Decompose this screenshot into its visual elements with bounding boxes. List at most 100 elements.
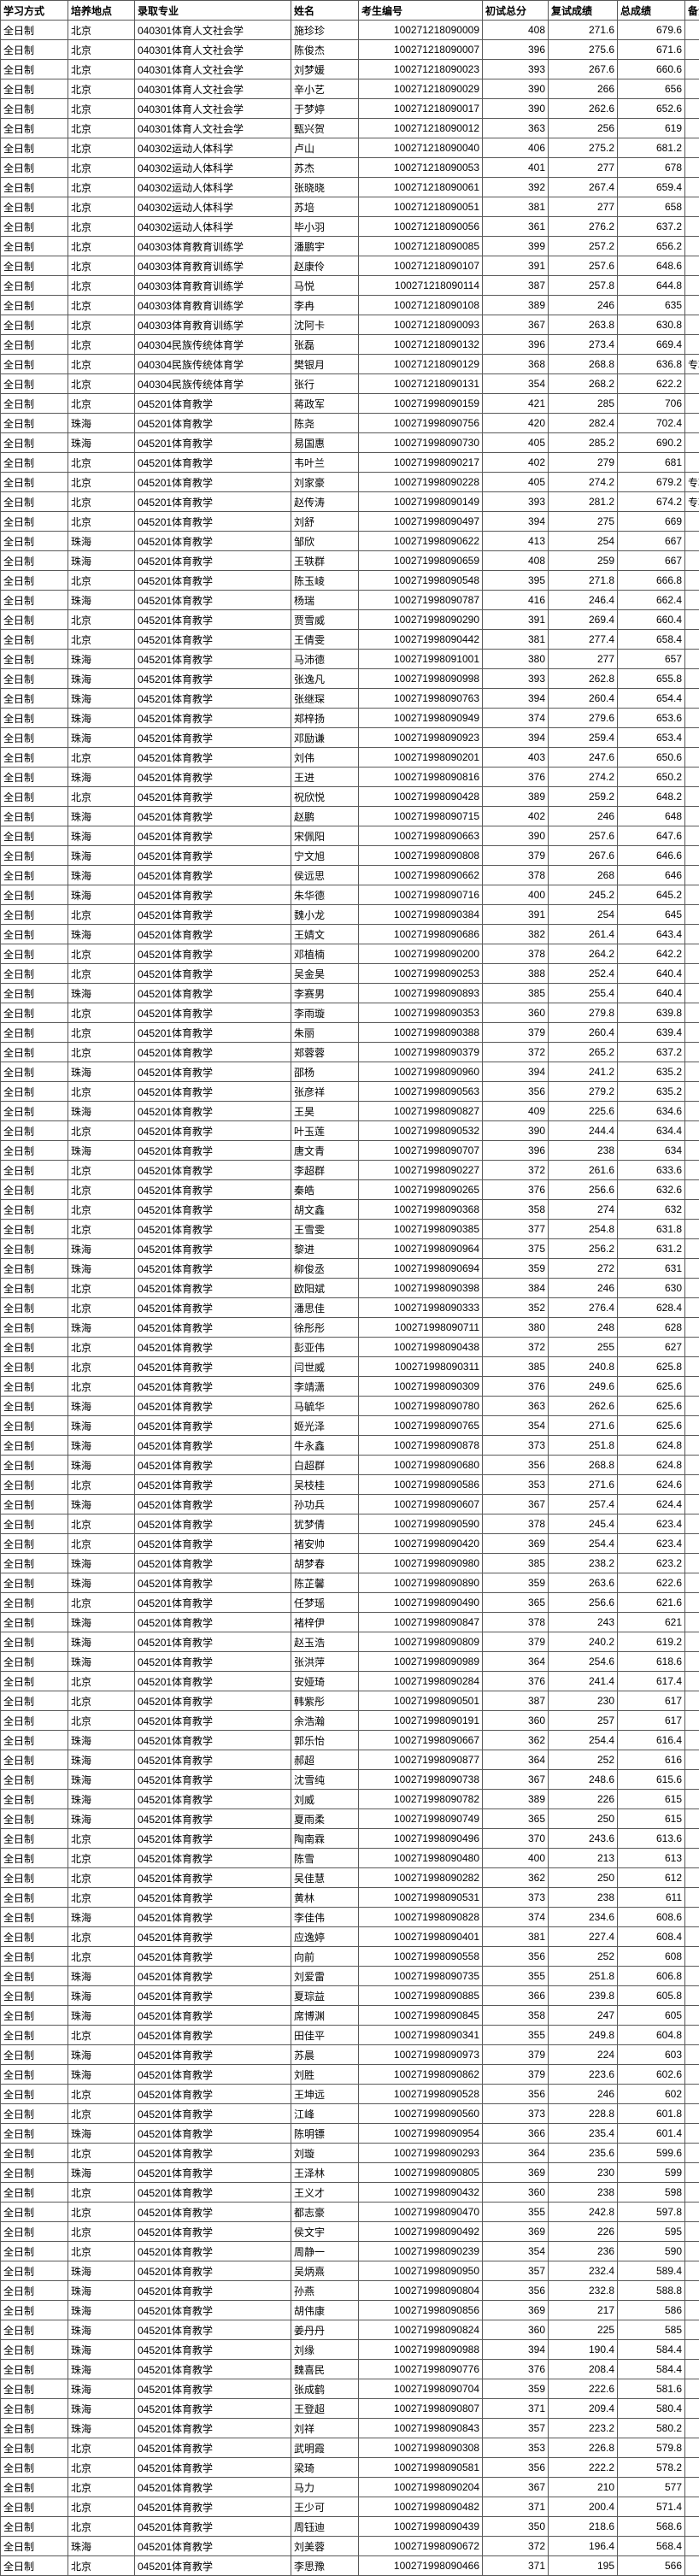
cell-retest-score: 285.2 bbox=[549, 433, 618, 453]
cell-exam-id: 100271998090480 bbox=[359, 1849, 483, 1868]
cell-name: 吴金昊 bbox=[291, 964, 359, 984]
cell-initial-score: 363 bbox=[483, 1397, 549, 1416]
cell-exam-id: 100271998090711 bbox=[359, 1318, 483, 1338]
cell-initial-score: 387 bbox=[483, 1691, 549, 1711]
cell-exam-id: 100271998090808 bbox=[359, 846, 483, 866]
cell-retest-score: 246 bbox=[549, 807, 618, 826]
cell-initial-score: 358 bbox=[483, 2006, 549, 2026]
cell-major: 045201体育教学 bbox=[135, 1495, 291, 1514]
cell-mode: 全日制 bbox=[1, 1691, 68, 1711]
cell-major: 045201体育教学 bbox=[135, 1534, 291, 1554]
cell-retest-score: 218.6 bbox=[549, 2517, 618, 2537]
cell-total-score: 568.6 bbox=[618, 2517, 685, 2537]
cell-location: 珠海 bbox=[68, 1750, 135, 1770]
cell-exam-id: 100271998090532 bbox=[359, 1121, 483, 1141]
cell-mode: 全日制 bbox=[1, 2517, 68, 2537]
cell-initial-score: 390 bbox=[483, 79, 549, 99]
cell-location: 珠海 bbox=[68, 2045, 135, 2065]
cell-name: 吴炳熹 bbox=[291, 2261, 359, 2281]
cell-note bbox=[685, 2163, 699, 2183]
cell-major: 045201体育教学 bbox=[135, 1357, 291, 1377]
cell-mode: 全日制 bbox=[1, 355, 68, 374]
cell-note bbox=[685, 1534, 699, 1554]
cell-note bbox=[685, 2045, 699, 2065]
cell-total-score: 669.4 bbox=[618, 335, 685, 355]
cell-location: 珠海 bbox=[68, 689, 135, 709]
cell-major: 045201体育教学 bbox=[135, 1062, 291, 1082]
cell-total-score: 615 bbox=[618, 1809, 685, 1829]
cell-total-score: 627 bbox=[618, 1338, 685, 1357]
cell-name: 席博渊 bbox=[291, 2006, 359, 2026]
cell-retest-score: 223.6 bbox=[549, 2065, 618, 2085]
cell-mode: 全日制 bbox=[1, 1456, 68, 1475]
cell-retest-score: 232.4 bbox=[549, 2261, 618, 2281]
cell-note bbox=[685, 1298, 699, 1318]
cell-location: 北京 bbox=[68, 1475, 135, 1495]
cell-retest-score: 257 bbox=[549, 1711, 618, 1731]
cell-initial-score: 370 bbox=[483, 1829, 549, 1849]
cell-total-score: 656.2 bbox=[618, 237, 685, 256]
cell-location: 珠海 bbox=[68, 1632, 135, 1652]
cell-total-score: 621.6 bbox=[618, 1593, 685, 1613]
cell-initial-score: 373 bbox=[483, 1888, 549, 1908]
cell-major: 040301体育人文社会学 bbox=[135, 40, 291, 60]
cell-exam-id: 100271998090659 bbox=[359, 551, 483, 571]
cell-total-score: 656 bbox=[618, 79, 685, 99]
cell-major: 040303体育教育训练学 bbox=[135, 256, 291, 276]
cell-initial-score: 420 bbox=[483, 414, 549, 433]
cell-retest-score: 262.6 bbox=[549, 99, 618, 119]
cell-total-score: 623.4 bbox=[618, 1534, 685, 1554]
cell-location: 珠海 bbox=[68, 925, 135, 944]
cell-retest-score: 254 bbox=[549, 532, 618, 551]
cell-major: 045201体育教学 bbox=[135, 1770, 291, 1790]
cell-location: 珠海 bbox=[68, 2340, 135, 2360]
cell-retest-score: 213 bbox=[549, 1849, 618, 1868]
cell-location: 北京 bbox=[68, 905, 135, 925]
cell-retest-score: 273.4 bbox=[549, 335, 618, 355]
cell-note bbox=[685, 2478, 699, 2497]
cell-major: 045201体育教学 bbox=[135, 1593, 291, 1613]
cell-mode: 全日制 bbox=[1, 1416, 68, 1436]
cell-total-score: 659.4 bbox=[618, 178, 685, 197]
cell-exam-id: 100271998090217 bbox=[359, 453, 483, 473]
cell-major: 045201体育教学 bbox=[135, 1868, 291, 1888]
cell-note bbox=[685, 79, 699, 99]
cell-exam-id: 100271998090379 bbox=[359, 1043, 483, 1062]
cell-name: 夏琮益 bbox=[291, 1986, 359, 2006]
cell-name: 辛小艺 bbox=[291, 79, 359, 99]
cell-note bbox=[685, 1003, 699, 1023]
cell-major: 040301体育人文社会学 bbox=[135, 119, 291, 138]
cell-note bbox=[685, 1102, 699, 1121]
cell-mode: 全日制 bbox=[1, 2478, 68, 2497]
cell-exam-id: 100271998090284 bbox=[359, 1672, 483, 1691]
cell-major: 045201体育教学 bbox=[135, 1573, 291, 1593]
cell-location: 北京 bbox=[68, 355, 135, 374]
cell-name: 唐文青 bbox=[291, 1141, 359, 1161]
cell-retest-score: 245.2 bbox=[549, 885, 618, 905]
cell-total-score: 578.2 bbox=[618, 2458, 685, 2478]
column-header-total-score: 总成绩 bbox=[618, 1, 685, 21]
cell-location: 北京 bbox=[68, 1161, 135, 1180]
cell-name: 祝欣悦 bbox=[291, 787, 359, 807]
cell-mode: 全日制 bbox=[1, 669, 68, 689]
cell-note bbox=[685, 1121, 699, 1141]
cell-location: 珠海 bbox=[68, 984, 135, 1003]
cell-total-score: 586 bbox=[618, 2301, 685, 2320]
cell-location: 北京 bbox=[68, 1200, 135, 1220]
cell-total-score: 622.6 bbox=[618, 1573, 685, 1593]
cell-mode: 全日制 bbox=[1, 1632, 68, 1652]
cell-total-score: 634.6 bbox=[618, 1102, 685, 1121]
cell-exam-id: 100271998090680 bbox=[359, 1456, 483, 1475]
cell-initial-score: 378 bbox=[483, 1514, 549, 1534]
